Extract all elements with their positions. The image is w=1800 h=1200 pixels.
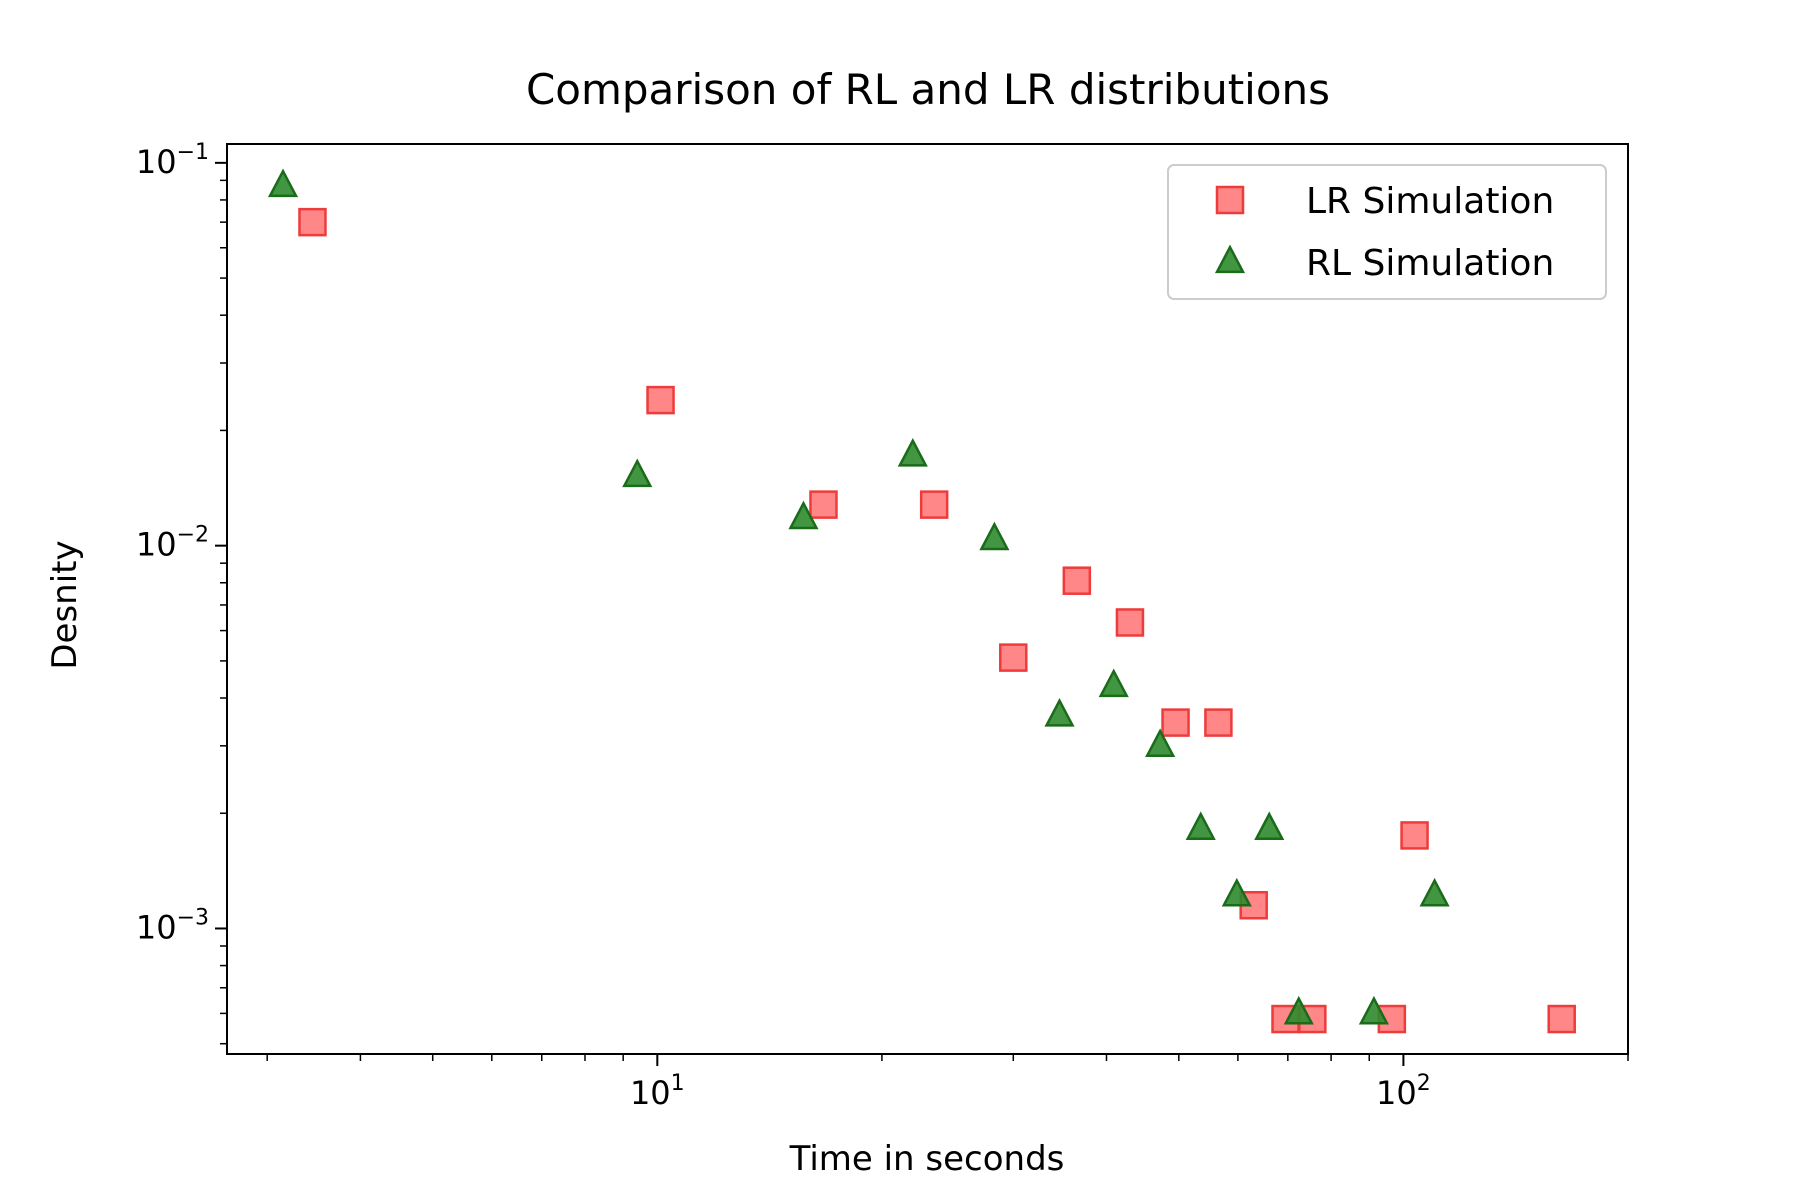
- x-axis-ticks: 101 102: [266, 1054, 1629, 1112]
- data-point-lr-simulation-13: [1400, 821, 1429, 850]
- data-point-lr-simulation-5: [1062, 566, 1092, 595]
- legend-marker-lr-simulation: [1215, 185, 1245, 215]
- plot-area: [267, 168, 1576, 1034]
- x-tick-label-0: 101: [630, 1071, 685, 1112]
- y-axis-label: Desnity: [45, 540, 85, 669]
- data-point-rl-simulation-12: [1358, 995, 1389, 1025]
- legend-label-lr-simulation: LR Simulation: [1306, 181, 1554, 222]
- y-tick-label-0: 10−1: [136, 140, 209, 181]
- data-point-lr-simulation-2: [809, 490, 838, 519]
- y-axis-ticks: 10−1 10−2 10−3: [136, 140, 227, 1045]
- data-point-rl-simulation-1: [622, 458, 653, 488]
- legend-marker-rl-simulation: [1214, 244, 1246, 274]
- data-point-lr-simulation-4: [999, 643, 1028, 672]
- x-axis-label: Time in seconds: [789, 1139, 1065, 1179]
- data-point-rl-simulation-3: [897, 437, 928, 467]
- data-point-rl-simulation-10: [1254, 811, 1285, 841]
- legend: LR Simulation RL Simulation: [1167, 164, 1607, 300]
- data-point-lr-simulation-6: [1115, 608, 1145, 637]
- y-tick-label-2: 10−3: [136, 905, 209, 946]
- data-point-lr-simulation-3: [919, 490, 949, 519]
- data-point-lr-simulation-1: [646, 385, 675, 415]
- data-point-rl-simulation-0: [267, 168, 299, 198]
- plot-frame: [226, 143, 1629, 1055]
- legend-box: [1167, 164, 1607, 300]
- data-point-rl-simulation-6: [1098, 668, 1129, 698]
- data-point-rl-simulation-2: [788, 500, 819, 530]
- data-point-lr-simulation-7: [1161, 708, 1190, 737]
- data-point-rl-simulation-11: [1283, 995, 1314, 1025]
- data-point-lr-simulation-14: [1547, 1004, 1576, 1034]
- legend-label-rl-simulation: RL Simulation: [1306, 243, 1554, 284]
- data-point-rl-simulation-4: [979, 521, 1010, 551]
- data-point-rl-simulation-9: [1221, 877, 1252, 907]
- x-tick-label-1: 102: [1376, 1071, 1431, 1112]
- data-point-rl-simulation-5: [1044, 698, 1075, 727]
- chart-title: Comparison of RL and LR distributions: [526, 65, 1330, 114]
- data-point-lr-simulation-8: [1204, 708, 1233, 737]
- data-point-lr-simulation-0: [298, 207, 327, 237]
- data-point-rl-simulation-13: [1419, 877, 1450, 907]
- data-point-rl-simulation-7: [1145, 728, 1176, 757]
- data-point-rl-simulation-8: [1185, 811, 1216, 841]
- y-tick-label-1: 10−2: [136, 523, 209, 564]
